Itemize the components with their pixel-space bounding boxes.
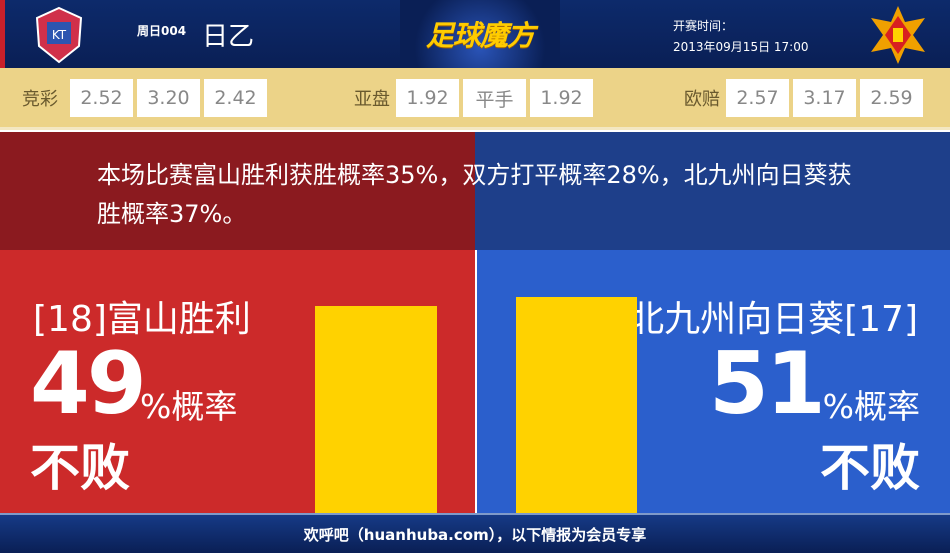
odds-yapan: 亚盘 1.92 平手 1.92 xyxy=(354,79,593,117)
odds-value: 1.92 xyxy=(530,79,593,117)
home-outcome-label: 不败 xyxy=(30,439,130,497)
home-team-name: [18]富山胜利 xyxy=(33,299,251,340)
match-header: KT 周日004 日乙 足球魔方 开赛时间： 2013年09月15日 17:00 xyxy=(0,0,950,68)
footer-notice: 欢呼吧（huanhuba.com），以下情报为会员专享 xyxy=(0,513,950,553)
away-team-crest-icon xyxy=(871,6,925,64)
home-team-crest-icon: KT xyxy=(35,6,83,64)
kickoff-time: 2013年09月15日 17:00 xyxy=(673,40,809,54)
odds-value: 2.57 xyxy=(726,79,789,117)
odds-value: 3.17 xyxy=(793,79,856,117)
kickoff-label: 开赛时间： xyxy=(673,19,734,33)
home-percent: 49 xyxy=(30,334,147,434)
away-outcome-label: 不败 xyxy=(820,439,920,497)
away-percent: 51 xyxy=(709,334,826,434)
brand-logo: 足球魔方 xyxy=(400,0,560,68)
home-probability-bar xyxy=(315,305,437,513)
prediction-summary: 本场比赛富山胜利获胜概率35%，双方打平概率28%，北九州向日葵获胜概率37%。 xyxy=(97,161,852,228)
odds-value: 1.92 xyxy=(396,79,459,117)
away-probability-bar xyxy=(516,297,637,513)
svg-text:KT: KT xyxy=(52,28,67,42)
odds-value: 3.20 xyxy=(137,79,200,117)
odds-value: 2.42 xyxy=(204,79,267,117)
prediction-banner: 本场比赛富山胜利获胜概率35%，双方打平概率28%，北九州向日葵获胜概率37%。 xyxy=(0,132,950,250)
odds-value: 平手 xyxy=(463,79,526,117)
league-name: 日乙 xyxy=(202,22,255,52)
match-number: 周日004 xyxy=(137,24,187,38)
odds-oupei: 欧赔 2.57 3.17 2.59 xyxy=(684,79,923,117)
odds-value: 2.59 xyxy=(860,79,923,117)
odds-value: 2.52 xyxy=(70,79,133,117)
home-percent-unit: %概率 xyxy=(140,387,238,426)
odds-bar: 竞彩 2.52 3.20 2.42 亚盘 1.92 平手 1.92 欧赔 2.5… xyxy=(0,68,950,130)
odds-jingcai: 竞彩 2.52 3.20 2.42 xyxy=(22,79,267,117)
away-team-name: 北九州向日葵[17] xyxy=(628,299,918,340)
away-percent-unit: %概率 xyxy=(822,387,920,426)
